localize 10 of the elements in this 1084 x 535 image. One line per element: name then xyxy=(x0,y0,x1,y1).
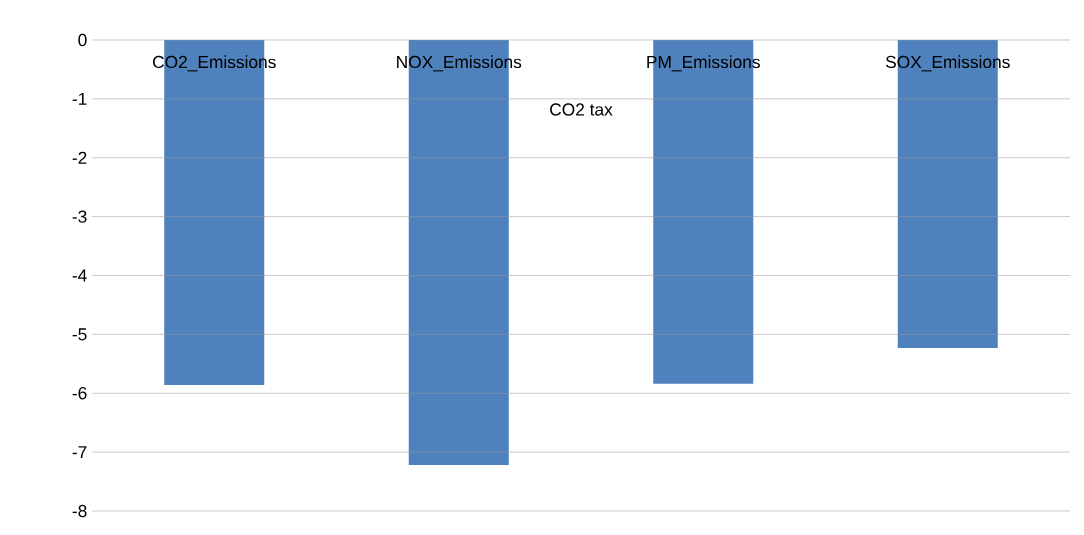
y-tick-label: -6 xyxy=(72,387,87,400)
y-tick-label: -2 xyxy=(72,151,87,164)
y-tick-label: -8 xyxy=(72,504,87,518)
y-tick-label: -7 xyxy=(72,446,87,459)
y-tick-label: -3 xyxy=(72,210,87,223)
y-tick-label: 0 xyxy=(78,33,87,47)
y-tick-label: -4 xyxy=(72,269,87,282)
x-axis-title: CO2 tax xyxy=(550,103,613,116)
y-tick-label: -1 xyxy=(72,92,87,105)
y-tick-label: -5 xyxy=(72,328,87,341)
